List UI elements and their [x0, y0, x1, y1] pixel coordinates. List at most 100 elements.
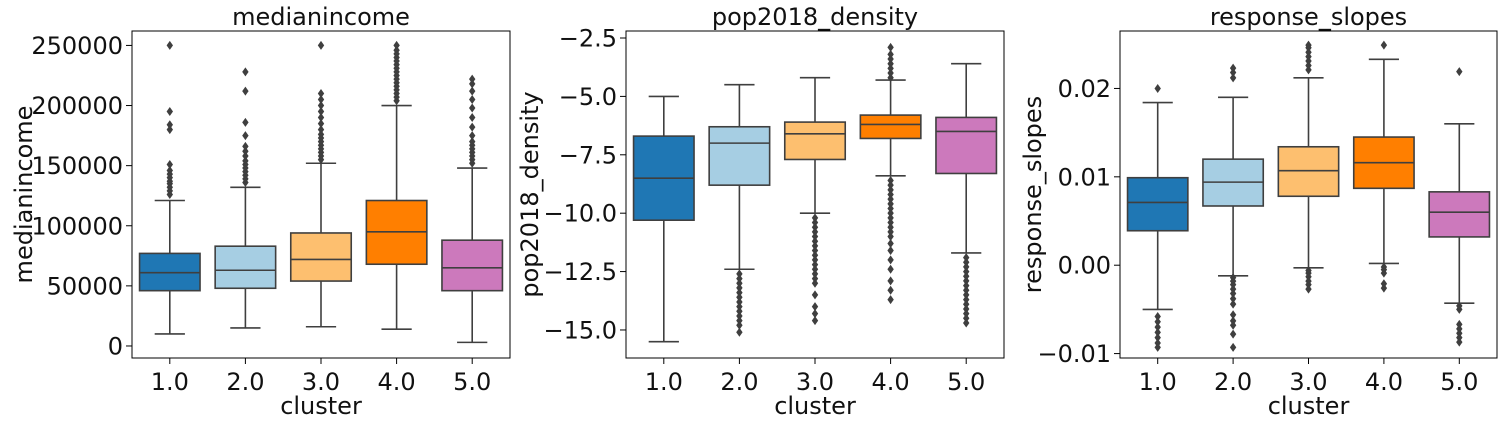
outlier-point [811, 227, 819, 237]
outlier-point [811, 302, 819, 312]
outlier-point [736, 302, 743, 312]
outlier-point [1456, 67, 1463, 77]
outlier-point [887, 285, 894, 295]
outlier-point [242, 156, 249, 166]
outlier-point [469, 79, 476, 89]
outlier-point [887, 232, 894, 242]
box-body [859, 114, 922, 140]
box-body [783, 121, 847, 161]
outlier-point [963, 313, 970, 323]
box-3.0 [289, 40, 353, 328]
outlier-point [811, 255, 819, 265]
outlier-point [963, 257, 970, 267]
outlier-point [811, 218, 819, 228]
x-axis-label: cluster [280, 392, 362, 420]
outlier-point [963, 262, 970, 272]
x-tick-label: 3.0 [302, 368, 340, 396]
box-2.0 [708, 83, 771, 337]
box-body [1428, 191, 1491, 238]
outlier-point [963, 299, 970, 309]
outlier-point [166, 125, 173, 135]
box-1.0 [632, 95, 695, 343]
outlier-point [166, 159, 173, 169]
x-tick-label: 3.0 [796, 368, 834, 396]
outlier-point [963, 281, 970, 291]
outlier-point [469, 86, 476, 96]
outlier-point [963, 276, 970, 286]
chart-title: pop2018_density [712, 3, 918, 31]
outlier-point [811, 246, 819, 256]
outlier-point [887, 68, 894, 78]
outlier-point [887, 175, 894, 185]
chart-panel-3: −0.01 0.00 0.01 0.02 1.0 2.0 3.0 4.0 5.0 response… [1019, 3, 1498, 420]
x-tick-label: 2.0 [226, 368, 264, 396]
outlier-point [887, 222, 894, 232]
outlier-point [469, 122, 476, 132]
outlier-point [811, 241, 819, 251]
outlier-point [887, 246, 894, 256]
y-tick-label: 100000 [31, 212, 123, 240]
outlier-point [166, 165, 173, 175]
outlier-point [811, 309, 819, 319]
outlier-point [887, 239, 894, 249]
outlier-point [811, 316, 819, 326]
outlier-point [736, 283, 743, 293]
outlier-point [469, 95, 476, 105]
outlier-point [242, 146, 249, 156]
y-tick-label: 200000 [31, 92, 123, 120]
outlier-point [887, 54, 894, 64]
outlier-point [811, 260, 819, 270]
box-body [708, 125, 771, 186]
outlier-point [393, 40, 400, 50]
box-4.0 [1352, 40, 1415, 293]
outlier-point [887, 255, 894, 265]
y-tick-label: −2.5 [559, 25, 617, 53]
x-tick-label: 1.0 [1139, 368, 1177, 396]
outlier-point [469, 113, 476, 123]
outlier-point [1154, 317, 1161, 327]
box-body [935, 116, 998, 175]
box-body [441, 239, 504, 292]
outlier-point [469, 131, 476, 141]
outlier-point [811, 290, 819, 300]
box-5.0 [935, 62, 998, 328]
chart-title: medianincome [232, 3, 410, 31]
outlier-point [887, 208, 894, 218]
outlier-point [887, 49, 894, 59]
outlier-point [887, 59, 894, 69]
chart-title: response_slopes [1210, 3, 1407, 31]
outlier-point [887, 185, 894, 195]
outlier-point [469, 103, 476, 113]
outlier-point [811, 232, 819, 242]
x-tick-label: 4.0 [872, 368, 910, 396]
x-tick-label: 2.0 [720, 368, 758, 396]
outlier-point [1229, 288, 1237, 298]
outlier-point [736, 274, 743, 284]
outlier-point [166, 107, 173, 117]
outlier-point [469, 137, 476, 147]
outlier-point [887, 264, 894, 274]
outlier-point [1229, 73, 1237, 83]
box-1.0 [1126, 83, 1189, 352]
x-tick-label: 5.0 [947, 368, 985, 396]
y-tick-label: 0.00 [1058, 252, 1111, 280]
outlier-point [317, 101, 325, 111]
box-body [1277, 145, 1340, 198]
x-tick-label: 1.0 [645, 368, 683, 396]
box-3.0 [783, 76, 847, 326]
box-4.0 [365, 40, 428, 330]
outlier-point [736, 311, 743, 321]
outlier-point [736, 292, 743, 302]
outlier-point [887, 213, 894, 223]
outlier-point [317, 119, 325, 129]
outlier-point [242, 67, 249, 77]
outlier-point [963, 290, 970, 300]
box-3.0 [1277, 40, 1340, 294]
outlier-point [242, 141, 249, 151]
outlier-point [1229, 299, 1237, 309]
outlier-point [736, 297, 743, 307]
box-body [214, 245, 277, 290]
outlier-point [317, 107, 325, 117]
outlier-point [1154, 327, 1161, 337]
outlier-point [963, 271, 970, 281]
